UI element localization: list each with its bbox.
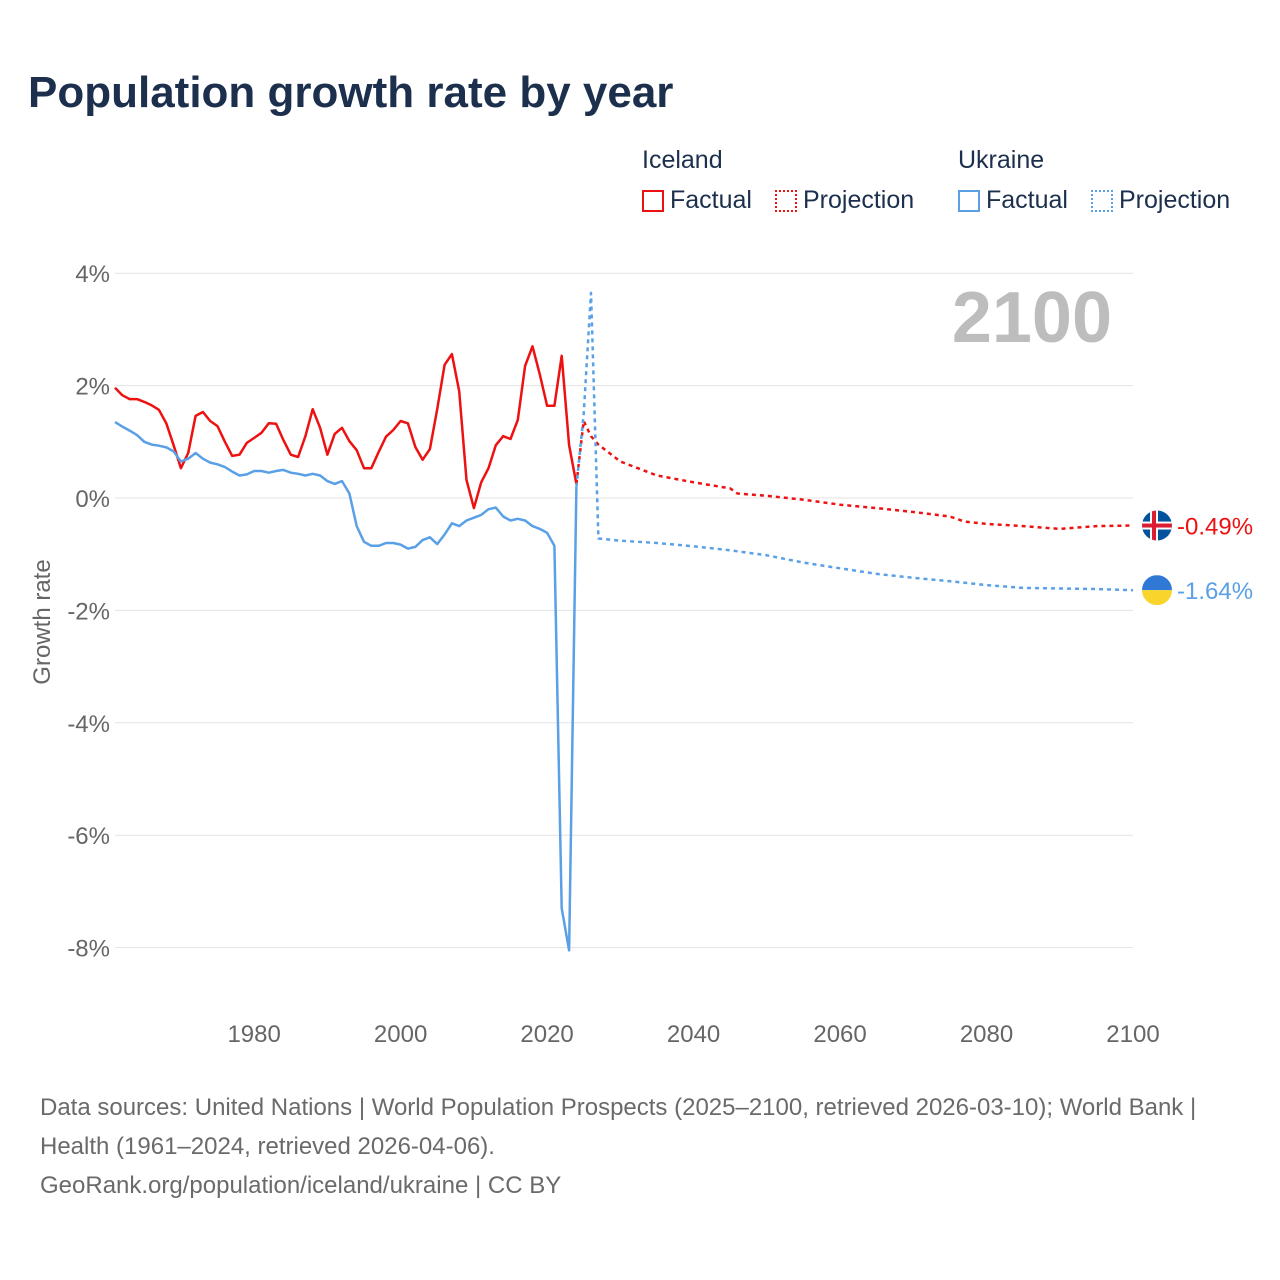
data-sources: Data sources: United Nations | World Pop… <box>40 1094 1197 1160</box>
plot-area: 4% 2% 0% -2% -4% -6% -8% 1980 2000 2020 2040 2060 20… <box>29 261 1253 1048</box>
y-tick-label: 4% <box>75 261 110 288</box>
legend-label: Factual <box>986 186 1068 214</box>
series-line-ukraine-factual <box>114 421 578 952</box>
flag <box>1142 575 1172 606</box>
flag-cross <box>1142 523 1172 528</box>
flag-bottom <box>1142 590 1172 606</box>
flag-cross <box>1152 510 1156 541</box>
legend-swatch-solid <box>642 189 664 212</box>
iceland-flag-icon <box>1142 510 1172 541</box>
y-tick-label: 0% <box>75 486 110 513</box>
legend-iceland-factual[interactable]: Factual <box>642 186 752 215</box>
x-tick-label: 2060 <box>813 1021 866 1048</box>
end-value-label: -1.64% <box>1177 578 1253 605</box>
legend-ukraine-heading: Ukraine <box>958 146 1045 174</box>
year-indicator: 2100 <box>952 278 1112 358</box>
y-axis-label: Growth rate <box>29 559 56 684</box>
legend-label: Projection <box>1119 186 1231 214</box>
legend-swatch-dotted <box>775 189 797 212</box>
legend-swatch-solid <box>958 189 980 212</box>
legend-label: Factual <box>670 186 752 214</box>
footer: Data sources: United Nations | World Pop… <box>40 1088 1240 1205</box>
legend-label: Projection <box>803 186 915 214</box>
legend-ukraine-projection[interactable]: Projection <box>1091 186 1230 215</box>
flag <box>1142 510 1172 541</box>
series-line-iceland-projection <box>575 419 1134 531</box>
legend-iceland-projection[interactable]: Projection <box>775 186 914 215</box>
series-line-iceland-factual <box>114 345 578 510</box>
legend-iceland-heading: Iceland <box>642 146 723 174</box>
credit-link[interactable]: GeoRank.org/population/iceland/ukraine |… <box>40 1172 562 1199</box>
y-tick-label: 2% <box>75 374 110 401</box>
x-tick-label: 2100 <box>1106 1021 1159 1048</box>
end-value-label: -0.49% <box>1177 514 1253 541</box>
x-tick-label: 2020 <box>520 1021 573 1048</box>
legend-ukraine-factual[interactable]: Factual <box>958 186 1068 215</box>
flag-top <box>1142 575 1172 591</box>
y-tick-label: -2% <box>67 598 110 625</box>
y-tick-label: -6% <box>67 823 110 850</box>
x-tick-label: 2000 <box>374 1021 427 1048</box>
y-tick-label: -8% <box>67 936 110 963</box>
y-tick-label: -4% <box>67 711 110 738</box>
x-tick-label: 1980 <box>227 1021 280 1048</box>
chart-title: Population growth rate by year <box>28 68 674 117</box>
x-tick-label: 2040 <box>667 1021 720 1048</box>
series-line-ukraine-projection <box>575 291 1134 592</box>
x-tick-label: 2080 <box>960 1021 1013 1048</box>
ukraine-flag-icon <box>1142 575 1172 606</box>
legend-swatch-dotted <box>1091 189 1113 212</box>
